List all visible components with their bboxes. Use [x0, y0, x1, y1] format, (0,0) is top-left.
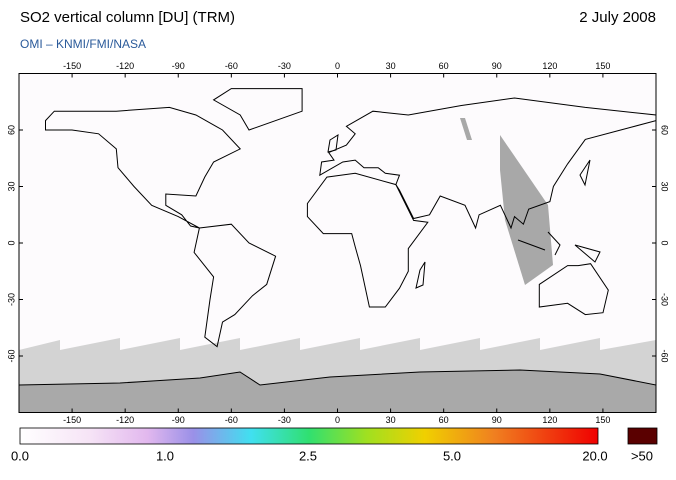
- y-tick-label: 60: [660, 125, 670, 135]
- south-america: [193, 223, 277, 348]
- x-tick-label: 150: [595, 61, 610, 71]
- x-tick-label: -150: [63, 61, 81, 71]
- y-tick-label: -60: [6, 349, 16, 362]
- x-tick-label: 60: [439, 415, 449, 425]
- colorbar-overflow-label: >50: [631, 448, 653, 463]
- africa: [306, 172, 429, 308]
- x-tick-label: 120: [542, 415, 557, 425]
- australia: [538, 263, 609, 316]
- colorbar-label: 20.0: [582, 448, 607, 463]
- subtitle: OMI – KNMI/FMI/NASA: [20, 37, 146, 51]
- x-tick-label: 90: [492, 415, 502, 425]
- x-tick-label: -120: [116, 415, 134, 425]
- japan: [579, 159, 591, 187]
- x-tick-label: 0: [335, 61, 340, 71]
- x-tick-label: -150: [63, 415, 81, 425]
- x-tick-label: -30: [278, 415, 291, 425]
- x-tick-label: -90: [172, 61, 185, 71]
- uk: [327, 134, 339, 153]
- y-tick-label: -30: [6, 293, 16, 306]
- x-tick-label: 90: [492, 61, 502, 71]
- x-tick-label: 150: [595, 415, 610, 425]
- madagascar: [415, 261, 426, 289]
- colorbar: [19, 427, 599, 445]
- colorbar-overflow: [627, 427, 658, 445]
- title: SO2 vertical column [DU] (TRM): [20, 9, 235, 26]
- y-tick-label: 0: [6, 240, 16, 245]
- y-tick-label: 0: [660, 240, 670, 245]
- colorbar-label: 5.0: [443, 448, 461, 463]
- colorbar-label: 0.0: [11, 448, 29, 463]
- y-tick-label: 30: [6, 181, 16, 191]
- x-tick-label: 0: [335, 415, 340, 425]
- x-tick-label: -60: [225, 415, 238, 425]
- x-tick-label: -90: [172, 415, 185, 425]
- x-tick-label: 30: [386, 415, 396, 425]
- x-tick-label: -30: [278, 61, 291, 71]
- colorbar-label: 2.5: [299, 448, 317, 463]
- y-tick-label: -60: [660, 349, 670, 362]
- map-area: [18, 73, 657, 413]
- greenland: [212, 88, 303, 131]
- missing-swath: [500, 135, 553, 285]
- missing-swath: [460, 118, 472, 140]
- y-tick-label: 30: [660, 181, 670, 191]
- y-tick-label: -30: [660, 293, 670, 306]
- x-tick-label: 30: [386, 61, 396, 71]
- x-tick-label: 120: [542, 61, 557, 71]
- x-tick-label: -60: [225, 61, 238, 71]
- indonesia: [517, 231, 601, 263]
- x-tick-label: -120: [116, 61, 134, 71]
- y-tick-label: 60: [6, 125, 16, 135]
- eurasia: [319, 97, 657, 230]
- colorbar-label: 1.0: [156, 448, 174, 463]
- north-america: [45, 106, 242, 229]
- x-tick-label: 60: [439, 61, 449, 71]
- date: 2 July 2008: [579, 9, 656, 26]
